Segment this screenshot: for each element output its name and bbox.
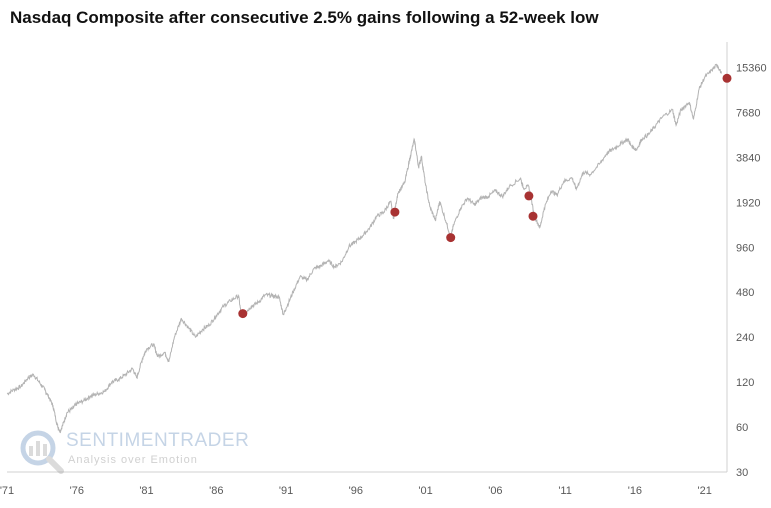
y-tick-label: 7680: [736, 107, 760, 119]
y-tick-label: 1920: [736, 197, 760, 209]
chart-title: Nasdaq Composite after consecutive 2.5% …: [10, 8, 599, 27]
x-tick-label: '81: [139, 485, 153, 497]
watermark-brand: SENTIMENTRADER: [66, 430, 250, 451]
x-tick-label: '96: [349, 485, 363, 497]
x-tick-label: '21: [698, 485, 712, 497]
y-tick-label: 480: [736, 287, 754, 299]
x-axis-tick-labels: '71 '76 '81 '86 '91 '96 '01 '06 '11 '16 '21: [0, 485, 712, 497]
price-series: [6, 63, 722, 434]
signal-point-1: [238, 309, 248, 319]
y-tick-label: 120: [736, 377, 754, 389]
x-tick-label: '91: [279, 485, 293, 497]
y-axis-tick-labels: 30 60 120 240 480 960 1920 3840 7680 15360: [736, 63, 767, 480]
y-tick-label: 3840: [736, 152, 760, 164]
x-tick-label: '06: [488, 485, 502, 497]
x-tick-label: '01: [418, 485, 432, 497]
y-tick-label: 960: [736, 242, 754, 254]
watermark-tagline: Analysis over Emotion: [68, 454, 198, 466]
y-tick-label: 15360: [736, 63, 767, 75]
signal-point-5: [528, 211, 538, 221]
axis-lines: [7, 42, 728, 473]
x-tick-label: '11: [558, 485, 572, 497]
signal-point-2: [390, 207, 400, 217]
x-tick-label: '71: [0, 485, 14, 497]
y-tick-label: 30: [736, 467, 748, 479]
x-tick-label: '86: [209, 485, 223, 497]
x-tick-label: '16: [628, 485, 642, 497]
magnifier-logo-icon: [20, 430, 64, 474]
signal-point-6: [722, 73, 732, 83]
y-tick-label: 240: [736, 332, 754, 344]
sentimentrader-watermark: SENTIMENTRADER Analysis over Emotion: [18, 428, 250, 476]
y-tick-label: 60: [736, 422, 748, 434]
signal-point-3: [446, 233, 456, 243]
nasdaq-price-line: [6, 63, 722, 434]
signal-point-4: [524, 191, 534, 201]
signal-markers: [238, 73, 732, 319]
x-tick-label: '76: [70, 485, 84, 497]
